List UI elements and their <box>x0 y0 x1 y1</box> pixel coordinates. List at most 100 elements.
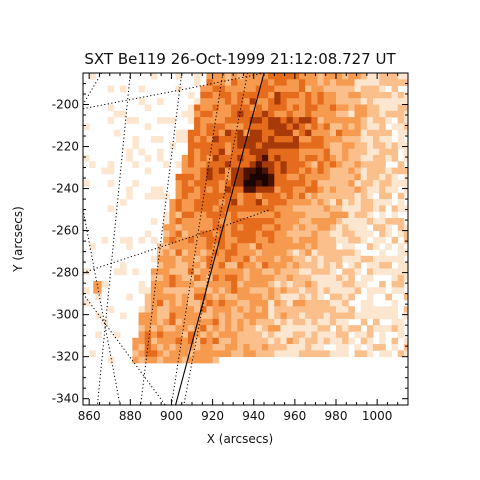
heatmap-cell <box>286 205 294 213</box>
heatmap-cell <box>323 79 331 87</box>
heatmap-cell <box>336 180 343 187</box>
heatmap-cell <box>274 344 281 351</box>
heatmap-cell <box>354 154 362 162</box>
heatmap-cell <box>212 306 220 313</box>
heatmap-cell <box>348 154 355 162</box>
heatmap-cell <box>212 299 220 307</box>
heatmap-cell <box>249 287 257 295</box>
heatmap-cell <box>194 217 201 225</box>
heatmap-cell <box>286 142 294 150</box>
heatmap-cell <box>379 98 386 105</box>
heatmap-cell <box>317 312 325 320</box>
heatmap-cell <box>169 243 176 250</box>
heatmap-cell <box>150 255 158 263</box>
heatmap-cell <box>373 318 380 326</box>
heatmap-cell <box>212 123 220 131</box>
heatmap-cell <box>385 180 392 187</box>
heatmap-cell <box>366 142 374 150</box>
heatmap-cell <box>243 281 251 288</box>
heatmap-cell <box>397 98 405 105</box>
heatmap-cell <box>305 91 312 99</box>
heatmap-cell <box>206 129 213 137</box>
heatmap-cell <box>187 91 195 99</box>
heatmap-cell <box>397 249 405 257</box>
heatmap-cell <box>187 287 195 295</box>
heatmap-image <box>83 73 408 364</box>
heatmap-cell <box>280 211 288 219</box>
heatmap-cell <box>274 199 281 206</box>
heatmap-cell <box>194 344 201 351</box>
heatmap-cell <box>348 142 355 150</box>
heatmap-cell <box>93 281 102 294</box>
heatmap-cell <box>286 318 294 326</box>
heatmap-cell <box>237 142 244 150</box>
heatmap-cell <box>224 236 232 244</box>
heatmap-cell <box>366 306 374 313</box>
heatmap-cell <box>175 337 183 345</box>
heatmap-cell <box>249 331 257 339</box>
heatmap-cell <box>336 79 343 87</box>
heatmap-cell <box>268 249 275 257</box>
heatmap-cell <box>348 91 355 99</box>
heatmap-cell <box>329 318 337 326</box>
heatmap-cell <box>305 205 312 213</box>
heatmap-cell <box>403 79 408 87</box>
heatmap-cell <box>231 344 238 351</box>
heatmap-cell <box>317 186 325 194</box>
heatmap-cell <box>379 268 386 276</box>
heatmap-cell <box>311 91 318 99</box>
heatmap-cell <box>150 236 158 244</box>
heatmap-cell <box>391 180 399 187</box>
heatmap-cell <box>157 281 164 288</box>
heatmap-cell <box>169 306 176 313</box>
heatmap-cell <box>274 211 281 219</box>
heatmap-cell <box>187 243 195 250</box>
heatmap-cell <box>175 243 183 250</box>
heatmap-cell <box>237 110 244 118</box>
heatmap-cell <box>249 350 257 358</box>
heatmap-cell <box>348 79 355 87</box>
heatmap-cell <box>280 154 288 162</box>
heatmap-cell <box>292 350 300 358</box>
heatmap-cell <box>206 123 213 131</box>
heatmap-cell <box>237 224 244 231</box>
heatmap-cell <box>342 186 349 194</box>
heatmap-cell <box>329 281 337 288</box>
heatmap-cell <box>181 356 189 364</box>
heatmap-cell <box>224 199 232 206</box>
heatmap-cell <box>181 230 189 238</box>
heatmap-cell <box>348 249 355 257</box>
heatmap-cell <box>336 306 343 313</box>
heatmap-cell <box>181 167 189 175</box>
heatmap-cell <box>218 274 226 282</box>
heatmap-cell <box>255 217 263 225</box>
heatmap-cell <box>311 318 318 326</box>
heatmap-cell <box>243 325 251 332</box>
heatmap-cell <box>268 129 275 137</box>
heatmap-cell <box>336 217 343 225</box>
heatmap-cell <box>366 205 374 213</box>
heatmap-cell <box>150 337 158 345</box>
heatmap-cell <box>385 192 392 200</box>
heatmap-cell <box>298 85 306 93</box>
heatmap-cell <box>144 123 152 131</box>
heatmap-cell <box>274 186 281 194</box>
heatmap-cell <box>194 73 201 80</box>
heatmap-cell <box>163 262 170 269</box>
heatmap-cell <box>218 243 226 250</box>
heatmap-cell <box>354 224 362 231</box>
heatmap-cell <box>194 142 201 150</box>
heatmap-cell <box>249 129 257 137</box>
heatmap-cell <box>132 117 139 124</box>
heatmap-cell <box>206 281 213 288</box>
heatmap-cell <box>298 73 306 80</box>
heatmap-cell <box>323 161 331 168</box>
heatmap-cell <box>157 312 164 320</box>
heatmap-cell <box>280 199 288 206</box>
heatmap-cell <box>126 117 133 124</box>
heatmap-cell <box>329 224 337 231</box>
heatmap-cell <box>323 186 331 194</box>
heatmap-cell <box>138 281 146 288</box>
y-axis-label: Y (arcsecs) <box>11 206 25 273</box>
heatmap-cell <box>292 79 300 87</box>
